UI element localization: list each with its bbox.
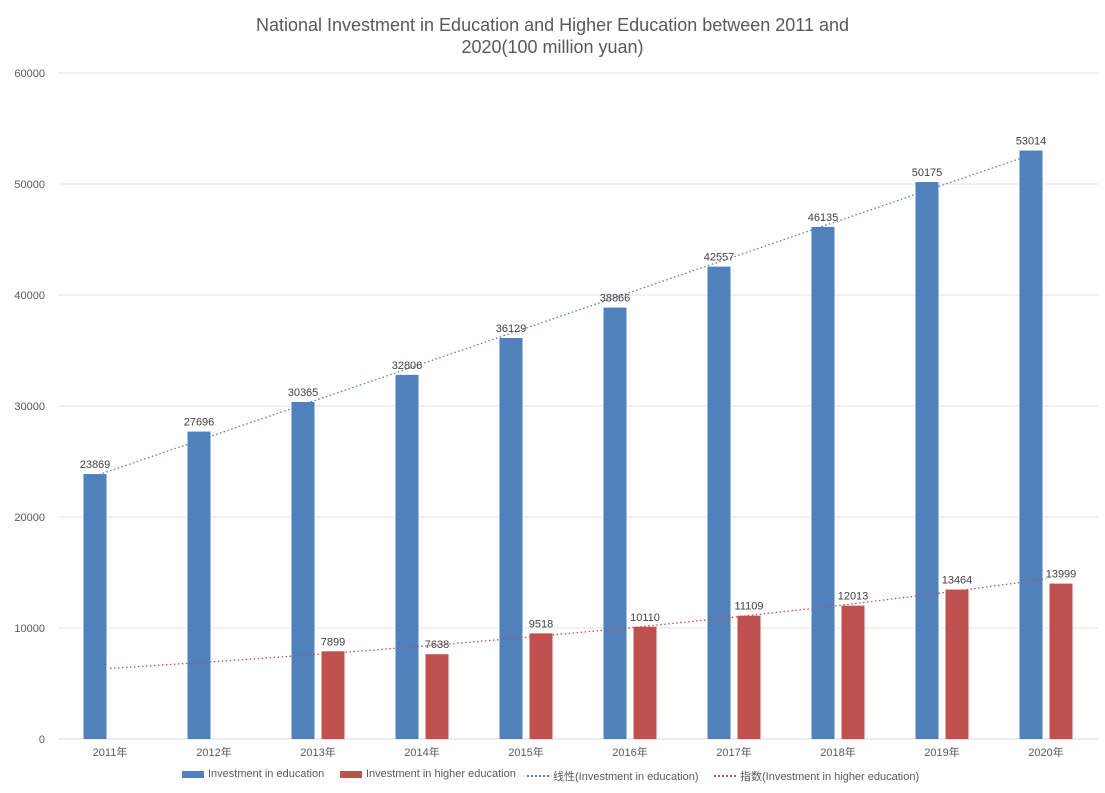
x-axis-ticks: 2011年 2012年 2013年 2014年 2015年 2016年 2017年 2018年…: [93, 745, 1064, 759]
y-tick-label: 60000: [14, 68, 45, 80]
data-label: 11109: [735, 601, 764, 613]
y-tick-label: 30000: [14, 401, 45, 413]
data-label: 9518: [529, 618, 553, 630]
x-tick-label: 2017年: [716, 745, 751, 759]
data-label: 42557: [704, 252, 735, 264]
bar-higher-education: [321, 651, 345, 739]
data-label: 32806: [392, 360, 423, 372]
legend-label-exponential-trend: 指数(Investment in higher education): [740, 771, 920, 783]
data-label: 10110: [630, 612, 660, 624]
legend-swatch-education: [182, 770, 204, 778]
legend-item-higher-education: Investment in higher education: [340, 768, 516, 780]
data-label: 7899: [321, 636, 345, 648]
data-label: 46135: [808, 212, 839, 224]
y-axis-ticks: 0 10000 20000 30000 40000 50000 60000: [14, 68, 45, 746]
y-tick-label: 10000: [14, 623, 45, 635]
bar-higher-education: [945, 589, 969, 739]
data-label: 53014: [1016, 136, 1047, 148]
bar-education: [187, 431, 211, 739]
bar-higher-education: [841, 605, 865, 739]
legend-item-linear-trend: 线性(Investment in education): [527, 768, 699, 784]
bar-higher-education: [737, 615, 761, 739]
trendlines: [94, 154, 1047, 670]
legend-label-higher-education: Investment in higher education: [366, 768, 516, 780]
bars: [83, 150, 1073, 740]
x-tick-label: 2018年: [820, 745, 855, 759]
data-label: 38866: [600, 293, 631, 305]
data-labels: 23869 27696 30365 32806 36129 38866 42557 46135…: [80, 136, 1077, 652]
data-label: 50175: [912, 167, 943, 179]
legend-swatch-higher-education: [340, 770, 362, 778]
data-label: 27696: [184, 417, 215, 429]
bar-education: [1019, 150, 1043, 739]
bar-education: [915, 182, 939, 739]
data-label: 30365: [288, 387, 319, 399]
y-tick-label: 20000: [14, 512, 45, 524]
bar-education: [707, 266, 731, 739]
legend-label-education: Investment in education: [208, 768, 325, 780]
bar-higher-education: [1049, 583, 1073, 739]
bar-education: [83, 474, 107, 739]
x-tick-label: 2016年: [612, 745, 647, 759]
data-label: 12013: [838, 591, 869, 603]
legend-item-exponential-trend: 指数(Investment in higher education): [714, 768, 919, 784]
data-label: 23869: [80, 459, 111, 471]
legend: Investment in education Investment in hi…: [0, 768, 1105, 788]
legend-line-linear-trend: [527, 775, 549, 777]
x-tick-label: 2019年: [924, 745, 959, 759]
chart-title-line-1: National Investment in Education and Hig…: [255, 15, 850, 35]
trendline-exponential: [109, 578, 1047, 670]
chart-title-line-2: 2020(100 million yuan): [461, 37, 644, 57]
bar-education: [811, 226, 835, 740]
x-tick-label: 2020年: [1028, 745, 1063, 759]
bar-higher-education: [529, 633, 553, 739]
legend-item-education: Investment in education: [182, 768, 324, 780]
x-tick-label: 2012年: [196, 745, 231, 759]
bar-education: [395, 374, 419, 739]
x-tick-label: 2013年: [300, 745, 335, 759]
data-label: 7638: [425, 639, 449, 651]
bar-higher-education: [633, 626, 657, 739]
bar-education: [291, 401, 315, 739]
y-tick-label: 50000: [14, 179, 45, 191]
x-tick-label: 2015年: [508, 745, 543, 759]
y-tick-label: 0: [39, 734, 45, 746]
bar-education: [499, 337, 523, 739]
y-tick-label: 40000: [14, 290, 45, 302]
data-label: 13464: [942, 575, 973, 587]
bar-education: [603, 307, 627, 739]
x-tick-label: 2014年: [404, 745, 439, 759]
bar-higher-education: [425, 654, 449, 739]
trendline-linear: [94, 154, 1032, 477]
legend-line-exponential-trend: [714, 775, 736, 777]
chart-title: National Investment in Education and Hig…: [180, 14, 925, 58]
legend-label-linear-trend: 线性(Investment in education): [553, 771, 699, 783]
x-tick-label: 2011年: [93, 745, 128, 759]
data-label: 13999: [1046, 569, 1077, 581]
data-label: 36129: [496, 323, 527, 335]
